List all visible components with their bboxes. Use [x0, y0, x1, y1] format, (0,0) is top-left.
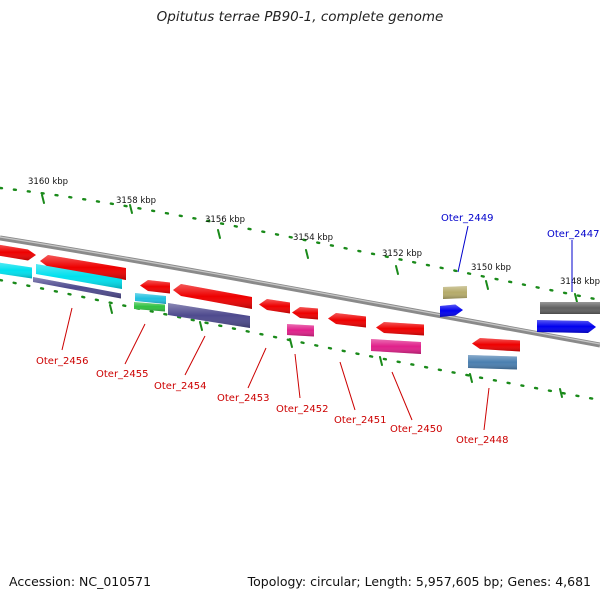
leader-oter-2448	[483, 387, 490, 431]
gene-label-oter-2456[interactable]: Oter_2456	[36, 356, 89, 367]
gene-labels: Oter_2449 Oter_2447 Oter_2456 Oter_2455 …	[36, 213, 600, 446]
outer-tick-dots	[0, 186, 600, 302]
gene-oter-2456-cog2-shading	[33, 277, 121, 299]
kbp-label: 3158 kbp	[116, 196, 156, 206]
gene-oter-2451-shading	[328, 313, 366, 328]
kbp-label: 3152 kbp	[382, 249, 422, 259]
gene-oter-2452-cog-shading	[287, 324, 314, 337]
major-tick	[574, 293, 578, 303]
gene-oter-2455-shading	[140, 280, 170, 294]
kbp-labels: 3160 kbp 3158 kbp 3156 kbp 3154 kbp 3152…	[28, 177, 600, 287]
gene-label-oter-2450[interactable]: Oter_2450	[390, 424, 443, 435]
inner-major-tick	[289, 338, 293, 348]
leader-oter-2452	[294, 353, 301, 399]
gene-oter-2454-cog-shading	[168, 303, 250, 328]
gene-oter-2454-shading	[173, 284, 252, 309]
gene-oter-2449-shading	[443, 286, 467, 299]
major-tick	[485, 280, 489, 290]
genome-backbone-highlight	[0, 236, 600, 345]
gene-oter-2453-shading	[259, 299, 290, 314]
outer-tick-ring	[0, 186, 600, 303]
kbp-label: 3154 kbp	[293, 233, 333, 243]
leader-oter-2451	[339, 361, 356, 411]
leader-oter-2449	[457, 225, 469, 273]
kbp-label: 3148 kbp	[560, 277, 600, 287]
gene-oter-2457-cog-shading	[0, 262, 32, 279]
inner-major-tick	[109, 304, 113, 314]
gene-label-oter-2455[interactable]: Oter_2455	[96, 369, 149, 380]
kbp-label: 3156 kbp	[205, 215, 245, 225]
leader-oter-2454	[184, 335, 206, 376]
gene-oter-2457-shading	[0, 244, 36, 261]
accession-text: Accession: NC_010571	[9, 574, 152, 589]
gene-label-oter-2447[interactable]: Oter_2447	[547, 229, 600, 240]
gene-oter-2447-shading	[540, 302, 600, 314]
inner-major-tick	[379, 356, 383, 366]
leader-oter-2455	[124, 323, 146, 365]
major-tick	[41, 194, 45, 204]
kbp-label: 3160 kbp	[28, 177, 68, 187]
gene-oter-2456-cog-shading	[36, 264, 122, 289]
gene-label-oter-2448[interactable]: Oter_2448	[456, 435, 509, 446]
gene-oter-2455-cog-a-shading	[135, 293, 166, 304]
gene-oter-2450-cog-shading	[371, 339, 421, 354]
gene-oter-2448-cog-shading	[468, 355, 517, 370]
map-title: Opitutus terrae PB90-1, complete genome	[156, 9, 444, 25]
kbp-label: 3150 kbp	[471, 263, 511, 273]
inner-major-tick	[559, 388, 563, 398]
major-tick	[305, 249, 309, 259]
leader-oter-2450	[391, 371, 413, 421]
leader-lines	[61, 225, 573, 431]
gene-label-oter-2451[interactable]: Oter_2451	[334, 415, 387, 426]
gene-features	[0, 244, 600, 370]
gene-oter-2449-cog-shading	[440, 304, 463, 317]
gene-label-oter-2454[interactable]: Oter_2454	[154, 381, 207, 392]
gene-label-oter-2453[interactable]: Oter_2453	[217, 393, 270, 404]
gene-label-oter-2449[interactable]: Oter_2449	[441, 213, 494, 224]
gene-oter-2452-shading	[292, 307, 318, 320]
inner-major-tick	[199, 321, 203, 331]
leader-oter-2456	[61, 307, 73, 351]
inner-tick-ring	[0, 278, 600, 402]
gene-oter-2456-shading	[40, 255, 126, 280]
major-tick	[395, 265, 399, 275]
gene-oter-2455-cog-b-shading	[134, 302, 165, 312]
leader-oter-2453	[247, 347, 267, 389]
gene-oter-2447-cog-shading	[537, 320, 596, 333]
inner-major-tick	[469, 373, 473, 383]
gene-oter-2448-shading	[472, 338, 520, 352]
major-tick	[217, 229, 221, 239]
genome-backbone	[0, 235, 600, 348]
gene-oter-2450-shading	[376, 322, 424, 336]
inner-tick-dots	[0, 278, 600, 402]
gene-label-oter-2452[interactable]: Oter_2452	[276, 404, 329, 415]
genome-summary-text: Topology: circular; Length: 5,957,605 bp…	[247, 574, 591, 589]
major-tick	[129, 204, 133, 214]
